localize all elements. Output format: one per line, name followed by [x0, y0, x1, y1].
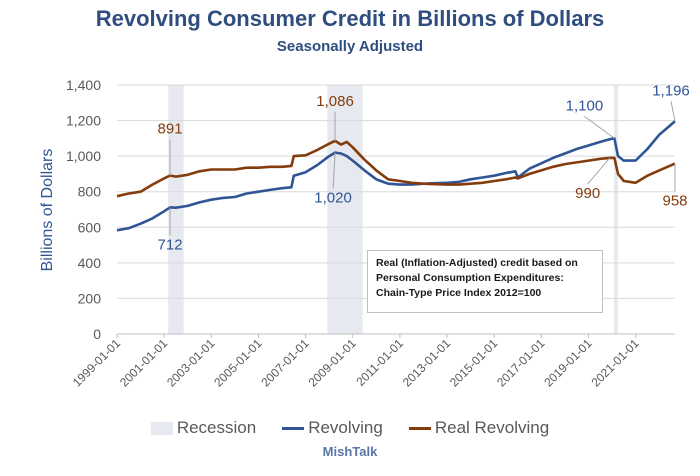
leader-line: [670, 101, 676, 122]
chart-subtitle: Seasonally Adjusted: [276, 38, 424, 55]
data-labels: 891 712 1,086 1,020 1,100 990 1,196 958: [158, 82, 690, 253]
y-tick-label: 0: [93, 326, 101, 342]
x-tick-label: 2013-01-01: [400, 336, 454, 390]
x-tick-label: 2011-01-01: [353, 336, 406, 389]
x-tick-label: 2005-01-01: [211, 336, 265, 390]
x-axis: 1999-01-012001-01-012003-01-012005-01-01…: [70, 334, 642, 390]
data-label: 990: [575, 185, 600, 202]
legend-label-real-revolving: Real Revolving: [434, 418, 550, 437]
recession-bands: [168, 85, 618, 334]
y-tick-label: 200: [78, 290, 102, 306]
x-tick-label: 2009-01-01: [306, 336, 360, 390]
source-credit: MishTalk: [322, 444, 378, 459]
y-tick-label: 600: [78, 219, 102, 235]
recession-swatch: [150, 421, 173, 435]
data-label: 1,196: [652, 82, 690, 99]
data-label: 712: [158, 236, 183, 253]
x-tick-label: 2017-01-01: [494, 336, 548, 390]
y-tick-label: 800: [78, 184, 102, 200]
annotation-note: Real (Inflation-Adjusted) credit based o…: [367, 250, 603, 313]
legend-label-revolving: Revolving: [308, 418, 383, 437]
series-lines: [116, 120, 676, 232]
data-label: 1,020: [314, 190, 352, 207]
x-tick-label: 2019-01-01: [541, 336, 595, 390]
leader-line: [587, 157, 611, 185]
data-label: 958: [662, 193, 687, 210]
legend-item-revolving: Revolving: [282, 418, 383, 438]
recession-band: [168, 85, 184, 334]
x-tick-label: 2003-01-01: [164, 336, 218, 390]
x-tick-label: 2007-01-01: [258, 336, 312, 390]
data-label: 1,086: [316, 93, 354, 110]
y-tick-label: 1,200: [66, 113, 101, 129]
leader-line: [332, 152, 336, 189]
series-line-revolving: [116, 120, 676, 232]
x-tick-label: 2021-01-01: [588, 336, 642, 390]
legend-item-recession: Recession: [150, 418, 257, 438]
series-line-real-revolving: [116, 139, 676, 198]
x-tick-label: 1999-01-01: [70, 336, 124, 390]
real-revolving-swatch: [408, 426, 431, 430]
data-label: 891: [158, 121, 183, 138]
y-tick-label: 1,000: [66, 148, 101, 164]
legend: Recession Revolving Real Revolving: [0, 418, 700, 438]
y-axis: 0 200 400 600 800 1,000 1,200 1,400: [66, 77, 101, 342]
recession-band: [327, 85, 363, 334]
legend-item-real-revolving: Real Revolving: [408, 418, 550, 438]
y-axis-label: Billions of Dollars: [39, 149, 56, 272]
x-tick-label: 2015-01-01: [447, 336, 501, 390]
x-tick-label: 2001-01-01: [117, 336, 171, 390]
chart-title: Revolving Consumer Credit in Billions of…: [95, 6, 605, 31]
legend-label-recession: Recession: [176, 418, 257, 437]
y-tick-label: 1,400: [66, 77, 101, 93]
leader-line: [584, 115, 615, 139]
recession-band: [613, 85, 618, 334]
data-label: 1,100: [566, 97, 604, 114]
revolving-swatch: [282, 426, 305, 430]
y-tick-label: 400: [78, 255, 102, 271]
